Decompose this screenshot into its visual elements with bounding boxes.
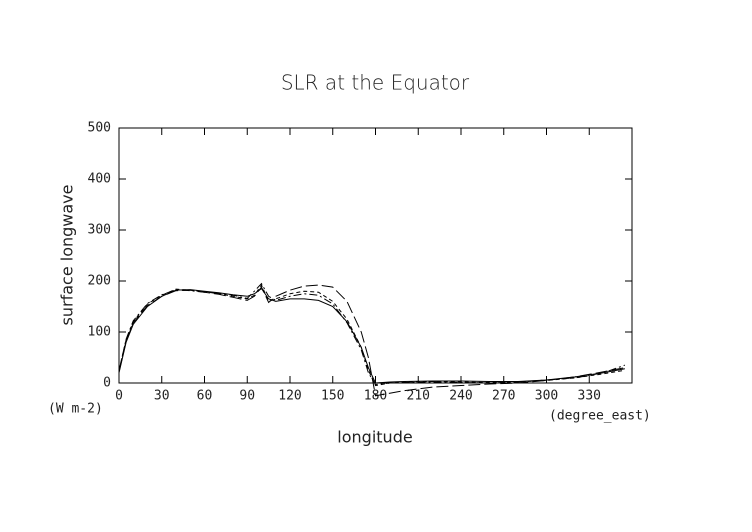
x-tick-label: 150 bbox=[321, 389, 344, 404]
x-unit: (degree_east) bbox=[549, 409, 651, 424]
y-tick-label: 100 bbox=[88, 325, 111, 340]
series-line bbox=[118, 287, 625, 384]
x-tick-label: 330 bbox=[578, 389, 601, 404]
x-tick-label: 300 bbox=[535, 389, 558, 404]
x-axis-label: longitude bbox=[337, 428, 412, 447]
x-tick-label: 120 bbox=[278, 389, 301, 404]
x-tick-label: 90 bbox=[239, 389, 255, 404]
y-axis-label: surface longwave bbox=[58, 185, 77, 326]
series-line bbox=[118, 282, 626, 386]
series-line bbox=[118, 284, 625, 387]
y-tick-label: 300 bbox=[88, 223, 111, 238]
chart-title: SLR at the Equator bbox=[281, 71, 470, 95]
x-tick-label: 210 bbox=[407, 389, 430, 404]
y-tick-label: 0 bbox=[103, 376, 111, 391]
plot-frame bbox=[118, 127, 633, 384]
x-tick-label: 240 bbox=[449, 389, 472, 404]
x-tick-label: 270 bbox=[492, 389, 515, 404]
x-tick-label: 30 bbox=[154, 389, 170, 404]
y-tick-label: 200 bbox=[88, 274, 111, 289]
y-tick-label: 400 bbox=[88, 172, 111, 187]
x-tick-label: 0 bbox=[115, 389, 123, 404]
series-line bbox=[118, 284, 625, 397]
y-tick-label: 500 bbox=[88, 121, 111, 136]
y-unit: (W m-2) bbox=[48, 402, 103, 417]
x-tick-label: 60 bbox=[197, 389, 213, 404]
